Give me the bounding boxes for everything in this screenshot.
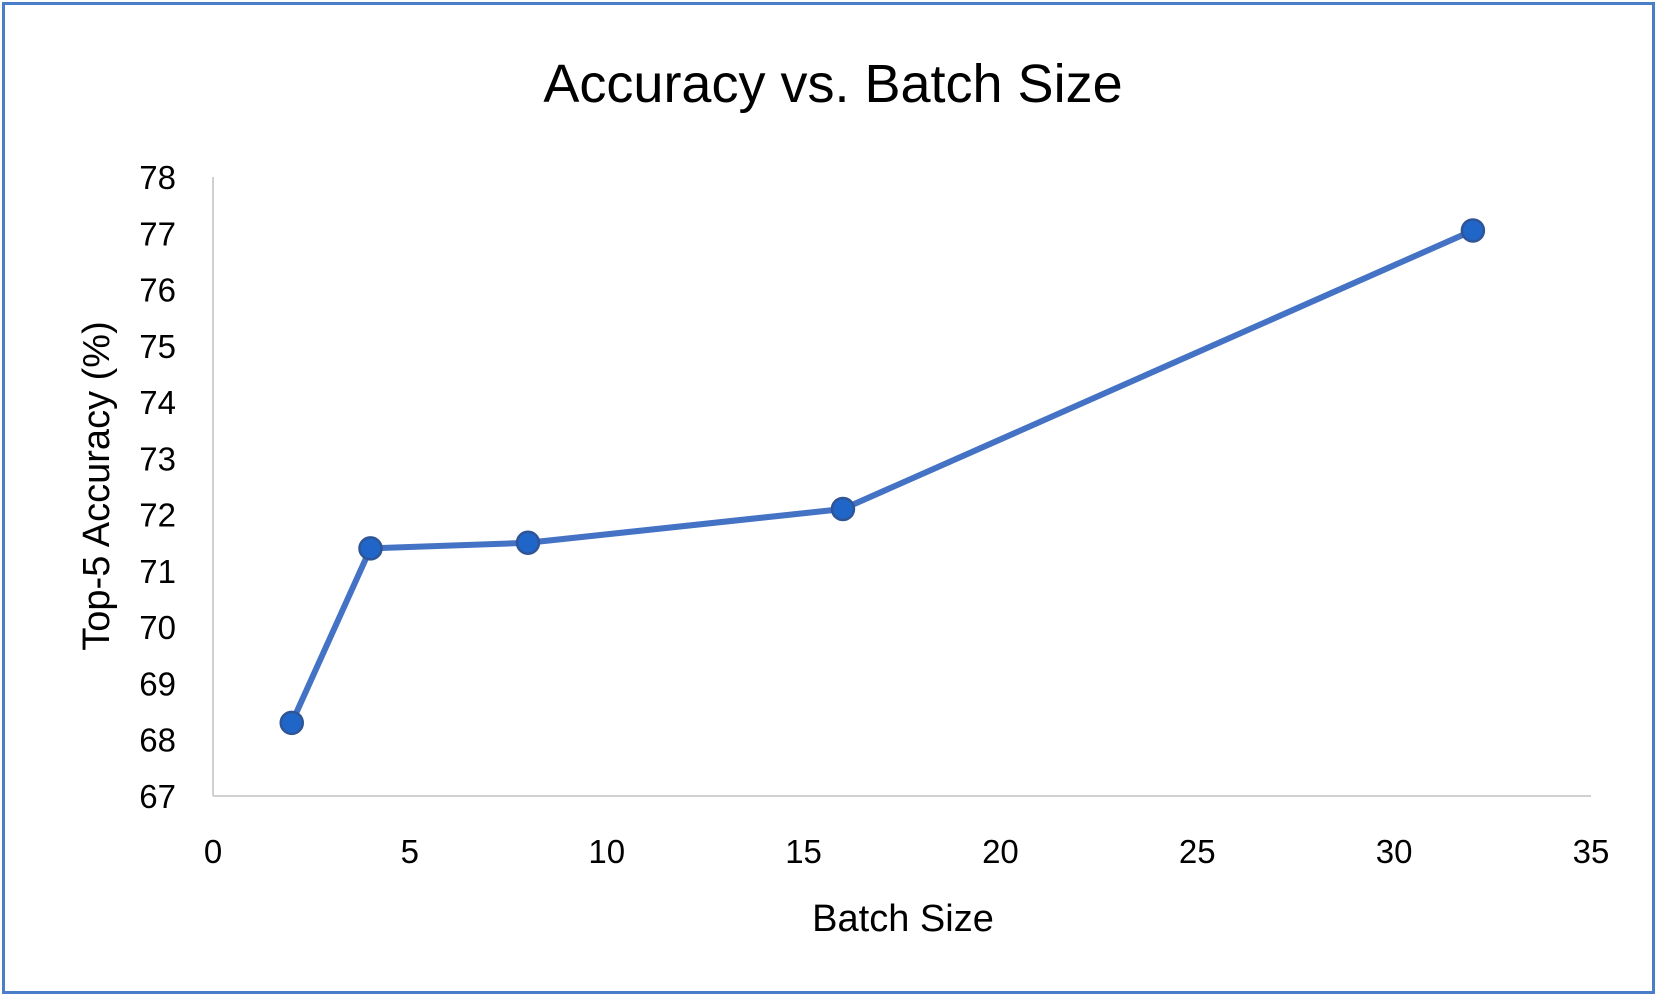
y-tick-label: 68 bbox=[139, 722, 176, 759]
y-tick-label: 78 bbox=[139, 159, 176, 196]
data-point-marker bbox=[830, 496, 856, 522]
y-tick-label: 72 bbox=[139, 497, 176, 534]
data-point-marker bbox=[515, 530, 541, 556]
x-axis-title: Batch Size bbox=[812, 898, 994, 940]
y-tick-label: 74 bbox=[139, 384, 176, 421]
x-tick-label: 30 bbox=[1376, 833, 1413, 870]
y-tick-label: 73 bbox=[139, 440, 176, 477]
x-tick-label: 20 bbox=[982, 833, 1019, 870]
y-tick-label: 67 bbox=[139, 778, 176, 815]
axes bbox=[212, 177, 1591, 797]
x-tick-labels: 0 5 10 15 20 25 30 35 bbox=[204, 833, 1610, 870]
data-point-marker bbox=[279, 710, 304, 736]
x-tick-label: 25 bbox=[1179, 833, 1216, 870]
x-tick-label: 5 bbox=[401, 833, 419, 870]
y-tick-label: 70 bbox=[139, 609, 176, 646]
y-tick-label: 75 bbox=[139, 328, 176, 365]
y-tick-labels: 67 68 69 70 71 72 73 74 75 76 77 78 bbox=[139, 159, 176, 815]
data-point-marker bbox=[1460, 218, 1486, 243]
y-tick-label: 71 bbox=[139, 553, 176, 590]
x-tick-label: 0 bbox=[204, 833, 222, 870]
y-tick-label: 69 bbox=[139, 665, 176, 702]
x-tick-label: 35 bbox=[1573, 833, 1610, 870]
data-point-marker bbox=[358, 536, 383, 561]
x-tick-label: 15 bbox=[785, 833, 822, 870]
y-axis-title: Top-5 Accuracy (%) bbox=[76, 321, 118, 650]
y-tick-label: 76 bbox=[139, 272, 176, 309]
line-chart: Accuracy vs. Batch Size Top-5 Accuracy (… bbox=[76, 54, 1610, 940]
plot-area bbox=[279, 218, 1486, 736]
series-line bbox=[288, 227, 1476, 726]
chart-title: Accuracy vs. Batch Size bbox=[543, 54, 1122, 114]
x-tick-label: 10 bbox=[588, 833, 625, 870]
y-tick-label: 77 bbox=[139, 215, 176, 252]
